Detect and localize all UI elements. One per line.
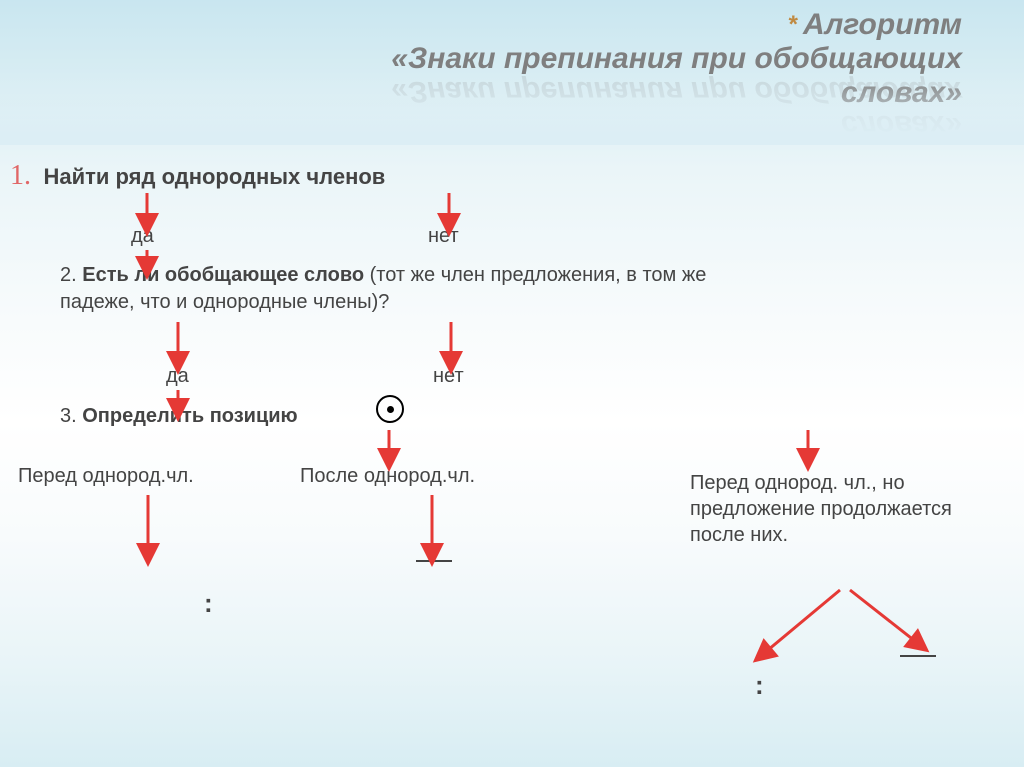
step-1-text: Найти ряд однородных членов (43, 164, 385, 189)
title-block: *Алгоритм «Знаки препинания при обобщающ… (0, 8, 1024, 109)
yes-1: да (131, 225, 154, 248)
arrow-icon (762, 590, 840, 655)
no-1: нет (428, 225, 459, 248)
step-3-num: 3. (60, 405, 77, 427)
title-line-3: словах» (0, 76, 962, 110)
result-dash-1 (416, 560, 452, 562)
title-line-1: *Алгоритм (0, 8, 962, 42)
title-line-2: «Знаки препинания при обобщающих (0, 42, 962, 76)
position-after: После однород.чл. (300, 465, 475, 488)
step-3-text: Определить позицию (82, 405, 297, 427)
step-3: 3. Определить позицию (60, 405, 298, 428)
title-word-1: Алгоритм (803, 8, 962, 41)
step-2-bold: Есть ли обобщающее слово (82, 264, 364, 286)
asterisk-icon: * (788, 11, 797, 38)
step-1: 1. Найти ряд однородных членов (10, 160, 385, 192)
result-colon-2: : (755, 670, 764, 701)
result-dash-2 (900, 655, 936, 657)
position-continues: Перед однород. чл., но предложение продо… (690, 470, 1000, 548)
arrow-icon (850, 590, 920, 645)
no-2: нет (433, 365, 464, 388)
position-before: Перед однород.чл. (18, 465, 194, 488)
step-2-num: 2. (60, 264, 77, 286)
step-2: 2. Есть ли обобщающее слово (тот же член… (60, 262, 780, 316)
result-colon-1: : (204, 588, 213, 619)
arrows-layer (0, 0, 1024, 767)
step-1-num: 1. (10, 160, 31, 191)
circle-dot-icon (376, 395, 404, 423)
slide: *Алгоритм «Знаки препинания при обобщающ… (0, 0, 1024, 767)
yes-2: да (166, 365, 189, 388)
